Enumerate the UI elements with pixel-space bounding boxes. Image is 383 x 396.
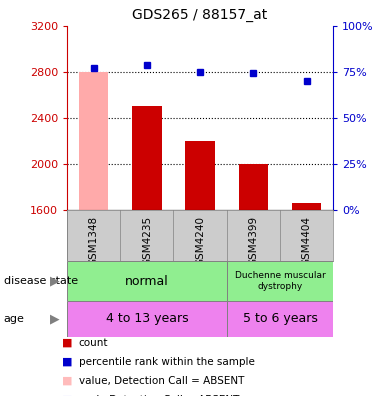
- Bar: [67, 261, 227, 301]
- Bar: [67, 301, 227, 337]
- Bar: [292, 203, 321, 210]
- Text: ▶: ▶: [50, 275, 59, 287]
- Text: normal: normal: [125, 275, 169, 287]
- Text: disease state: disease state: [4, 276, 78, 286]
- Text: percentile rank within the sample: percentile rank within the sample: [79, 356, 254, 367]
- Text: GSM4399: GSM4399: [248, 216, 259, 266]
- Text: GSM4235: GSM4235: [142, 216, 152, 266]
- Title: GDS265 / 88157_at: GDS265 / 88157_at: [133, 8, 268, 22]
- Text: age: age: [4, 314, 25, 324]
- Text: GSM4404: GSM4404: [301, 216, 312, 266]
- Bar: [227, 261, 333, 301]
- Text: count: count: [79, 337, 108, 348]
- Text: ■: ■: [62, 394, 72, 396]
- Bar: [132, 106, 162, 210]
- Text: rank, Detection Call = ABSENT: rank, Detection Call = ABSENT: [79, 394, 239, 396]
- Text: GSM1348: GSM1348: [88, 216, 99, 266]
- Text: Duchenne muscular
dystrophy: Duchenne muscular dystrophy: [235, 271, 325, 291]
- Bar: [239, 164, 268, 210]
- Text: ■: ■: [62, 356, 72, 367]
- Text: ▶: ▶: [50, 312, 59, 325]
- Text: GSM4240: GSM4240: [195, 216, 205, 266]
- Bar: [185, 141, 215, 210]
- Bar: [79, 72, 108, 210]
- Text: ■: ■: [62, 337, 72, 348]
- Bar: [227, 301, 333, 337]
- Text: value, Detection Call = ABSENT: value, Detection Call = ABSENT: [79, 375, 244, 386]
- Text: ■: ■: [62, 375, 72, 386]
- Text: 4 to 13 years: 4 to 13 years: [106, 312, 188, 325]
- Text: 5 to 6 years: 5 to 6 years: [242, 312, 318, 325]
